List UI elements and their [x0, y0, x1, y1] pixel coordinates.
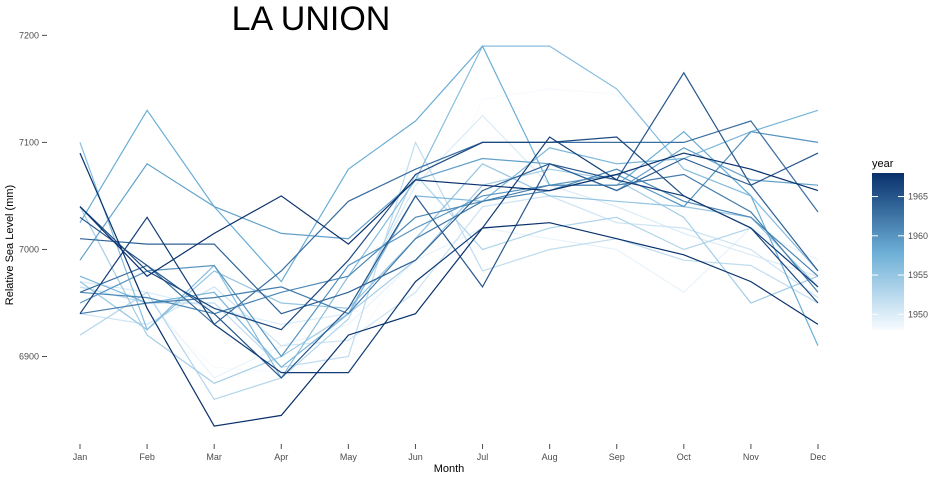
- series-line-18: [79, 136, 819, 331]
- series-line-20: [79, 152, 819, 427]
- legend-title: year: [872, 158, 894, 170]
- x-tick-label: Dec: [810, 452, 827, 462]
- x-tick-label: Aug: [542, 452, 558, 462]
- series-line-21: [79, 152, 819, 277]
- series-line-10: [79, 45, 819, 347]
- series-line-8: [79, 45, 819, 380]
- x-axis: Jan Feb Mar Apr May Jun Jul Aug Sep Oct Nov Dec: [73, 444, 827, 462]
- series-group: [79, 45, 819, 427]
- series-line-14: [79, 173, 819, 315]
- x-tick-label: Apr: [274, 452, 288, 462]
- legend: year 1950 1955 1960 1965: [872, 158, 928, 330]
- legend-label: 1955: [908, 270, 928, 280]
- series-line-0: [79, 88, 819, 374]
- series-line-4: [79, 140, 819, 368]
- series-line-6: [79, 168, 819, 384]
- series-line-16: [79, 157, 819, 315]
- x-tick-label: Mar: [206, 452, 222, 462]
- legend-label: 1960: [908, 231, 928, 241]
- y-tick-label: 6900: [19, 352, 39, 362]
- x-tick-label: Oct: [677, 452, 692, 462]
- y-tick-label: 7000: [19, 244, 39, 254]
- series-line-19: [79, 136, 819, 374]
- series-line-13: [79, 168, 819, 315]
- x-tick-label: Nov: [743, 452, 760, 462]
- series-line-12: [79, 131, 819, 358]
- y-axis-title: Relative Sea Level (mm): [4, 185, 16, 305]
- series-line-15: [79, 120, 819, 326]
- y-axis: 6900 7000 7100 7200: [19, 30, 47, 362]
- x-tick-label: Jul: [477, 452, 489, 462]
- chart-title: LA UNION: [232, 0, 391, 38]
- x-tick-label: Jan: [73, 452, 88, 462]
- series-line-7: [79, 163, 819, 331]
- x-tick-label: May: [340, 452, 358, 462]
- series-line-1: [79, 227, 819, 379]
- series-line-11: [79, 147, 819, 261]
- legend-colorbar: [872, 173, 904, 330]
- x-tick-label: Jun: [408, 452, 423, 462]
- x-tick-label: Feb: [139, 452, 155, 462]
- y-tick-label: 7200: [19, 30, 39, 40]
- legend-ticks: 1950 1955 1960 1965: [872, 192, 928, 319]
- x-tick-label: Sep: [609, 452, 625, 462]
- y-tick-label: 7100: [19, 137, 39, 147]
- legend-label: 1965: [908, 192, 928, 202]
- series-line-9: [79, 109, 819, 369]
- legend-label: 1950: [908, 309, 928, 319]
- x-axis-title: Month: [434, 463, 465, 475]
